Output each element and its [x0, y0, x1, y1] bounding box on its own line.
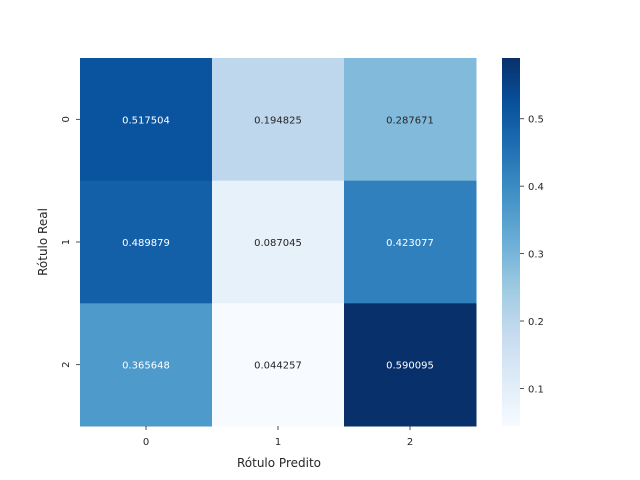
cell-label-1-0: 0.489879: [122, 238, 170, 249]
y-axis-label: Rótulo Real: [36, 208, 50, 276]
colorbar: [502, 58, 520, 426]
heatmap-cell-0-1: [212, 58, 345, 182]
cell-label-0-0: 0.517504: [122, 115, 170, 126]
cell-label-2-0: 0.365648: [122, 361, 170, 372]
heatmap-cell-2-2: [344, 303, 477, 427]
cell-label-2-2: 0.590095: [386, 361, 434, 372]
heatmap-cell-0-2: [344, 58, 477, 182]
colorbar-tick-label: 0.2: [528, 317, 544, 328]
x-axis: 0 1 2: [143, 426, 413, 448]
cell-value-labels: 0.517504 0.194825 0.287671 0.489879 0.087045…: [122, 115, 434, 371]
heatmap-cell-2-1: [212, 303, 345, 427]
heatmap-cell-2-0: [80, 303, 213, 427]
cell-label-1-1: 0.087045: [254, 238, 302, 249]
colorbar-tick-label: 0.3: [528, 250, 544, 261]
x-axis-label: Rótulo Predito: [237, 456, 321, 470]
colorbar-tick-label: 0.4: [528, 182, 544, 193]
heatmap-cell-1-0: [80, 180, 213, 304]
cell-label-2-1: 0.044257: [254, 361, 302, 372]
heatmap-cell-0-0: [80, 58, 213, 182]
cell-label-0-1: 0.194825: [254, 115, 302, 126]
cell-label-0-2: 0.287671: [386, 115, 434, 126]
y-axis: 0 1 2: [61, 116, 80, 368]
x-tick-label: 0: [143, 437, 149, 448]
heatmap-cells: [80, 58, 477, 427]
heatmap-cell-1-1: [212, 180, 345, 304]
x-tick-label: 2: [407, 437, 413, 448]
y-tick-label: 1: [61, 239, 72, 245]
colorbar-tick-label: 0.1: [528, 384, 544, 395]
cell-label-1-2: 0.423077: [386, 238, 434, 249]
x-tick-label: 1: [275, 437, 281, 448]
colorbar-ticks: 0.1 0.2 0.3 0.4 0.5: [520, 115, 544, 395]
heatmap-cell-1-2: [344, 180, 477, 304]
y-tick-label: 0: [61, 116, 72, 122]
colorbar-tick-label: 0.5: [528, 115, 544, 126]
y-tick-label: 2: [61, 361, 72, 367]
